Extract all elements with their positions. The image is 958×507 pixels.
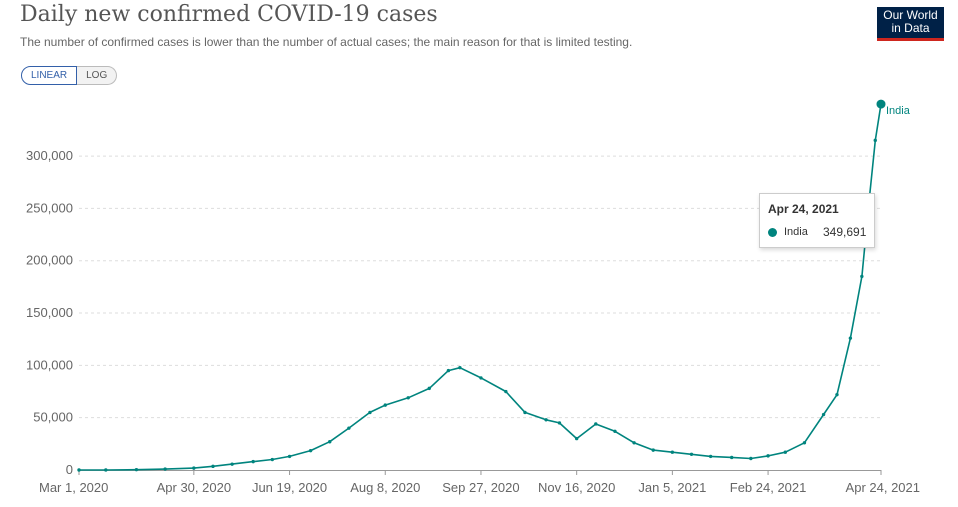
y-tick-label: 300,000 <box>26 148 73 163</box>
data-point <box>308 448 313 453</box>
data-point <box>504 389 508 394</box>
data-point <box>192 466 196 470</box>
data-point <box>873 138 877 143</box>
data-point <box>557 421 562 425</box>
x-tick-label: Mar 1, 2020 <box>39 480 108 495</box>
y-tick-label: 50,000 <box>33 410 73 425</box>
linear-scale-button[interactable]: LINEAR <box>21 66 78 85</box>
y-tick-label: 250,000 <box>26 200 73 215</box>
y-tick-label: 150,000 <box>26 305 73 320</box>
data-point <box>347 426 351 430</box>
x-tick-label: Sep 27, 2020 <box>442 480 519 495</box>
data-point <box>802 441 807 445</box>
data-point <box>749 456 753 461</box>
tooltip-date: Apr 24, 2021 <box>768 202 839 216</box>
x-tick-label: Apr 30, 2020 <box>157 480 231 495</box>
data-point <box>766 454 770 458</box>
x-tick-label: Nov 16, 2020 <box>538 480 615 495</box>
tooltip-series-name: India <box>784 226 808 238</box>
data-point <box>783 450 787 454</box>
data-point <box>251 459 255 464</box>
x-tick-label: Apr 24, 2021 <box>846 480 920 495</box>
series-end-point <box>876 99 886 109</box>
data-point <box>211 464 215 469</box>
data-point <box>134 467 139 472</box>
series-line-india <box>79 103 882 471</box>
chart-title: Daily new confirmed COVID-19 cases <box>20 2 438 27</box>
data-point <box>287 454 292 459</box>
data-point <box>458 365 462 370</box>
data-point <box>708 454 713 459</box>
y-tick-label: 100,000 <box>26 357 73 372</box>
data-point <box>230 462 234 466</box>
data-point <box>848 336 853 340</box>
logo-line-2: in Data <box>891 21 930 35</box>
data-point <box>821 412 826 417</box>
x-tick-label: Aug 8, 2020 <box>350 480 420 495</box>
log-scale-button[interactable]: LOG <box>77 66 118 85</box>
y-tick-label: 0 <box>66 462 73 477</box>
data-point <box>163 467 167 471</box>
x-tick-label: Jan 5, 2021 <box>638 480 706 495</box>
data-point <box>104 468 108 472</box>
chart-subtitle: The number of confirmed cases is lower t… <box>20 35 633 49</box>
data-point <box>594 422 598 426</box>
data-point <box>651 448 655 452</box>
data-point <box>446 368 451 373</box>
hover-tooltip: Apr 24, 2021 India 349,691 <box>759 193 875 248</box>
data-point <box>860 274 864 279</box>
x-tick-label: Jun 19, 2020 <box>252 480 327 495</box>
logo-accent-bar <box>877 38 944 41</box>
owid-logo[interactable]: Our World in Data <box>877 7 944 41</box>
data-point <box>632 441 636 445</box>
data-point <box>427 386 431 391</box>
data-point <box>689 452 694 457</box>
data-point <box>835 392 839 397</box>
tooltip-series-dot <box>768 228 777 237</box>
data-point <box>574 436 579 441</box>
tooltip-value: 349,691 <box>823 225 867 239</box>
y-tick-label: 200,000 <box>26 253 73 268</box>
logo-line-1: Our World <box>883 8 938 22</box>
data-point <box>670 450 675 454</box>
data-point <box>523 410 527 415</box>
data-point <box>479 376 483 380</box>
data-point <box>613 429 617 433</box>
data-point <box>270 457 275 462</box>
scale-toggle: LINEAR LOG <box>21 66 118 85</box>
data-point <box>383 403 387 407</box>
data-point <box>730 455 734 460</box>
data-point <box>77 468 81 472</box>
data-point <box>406 396 410 400</box>
data-point <box>544 418 548 422</box>
x-tick-label: Feb 24, 2021 <box>730 480 807 495</box>
data-point <box>368 410 372 415</box>
series-end-label: India <box>886 105 911 117</box>
data-point <box>328 440 332 444</box>
